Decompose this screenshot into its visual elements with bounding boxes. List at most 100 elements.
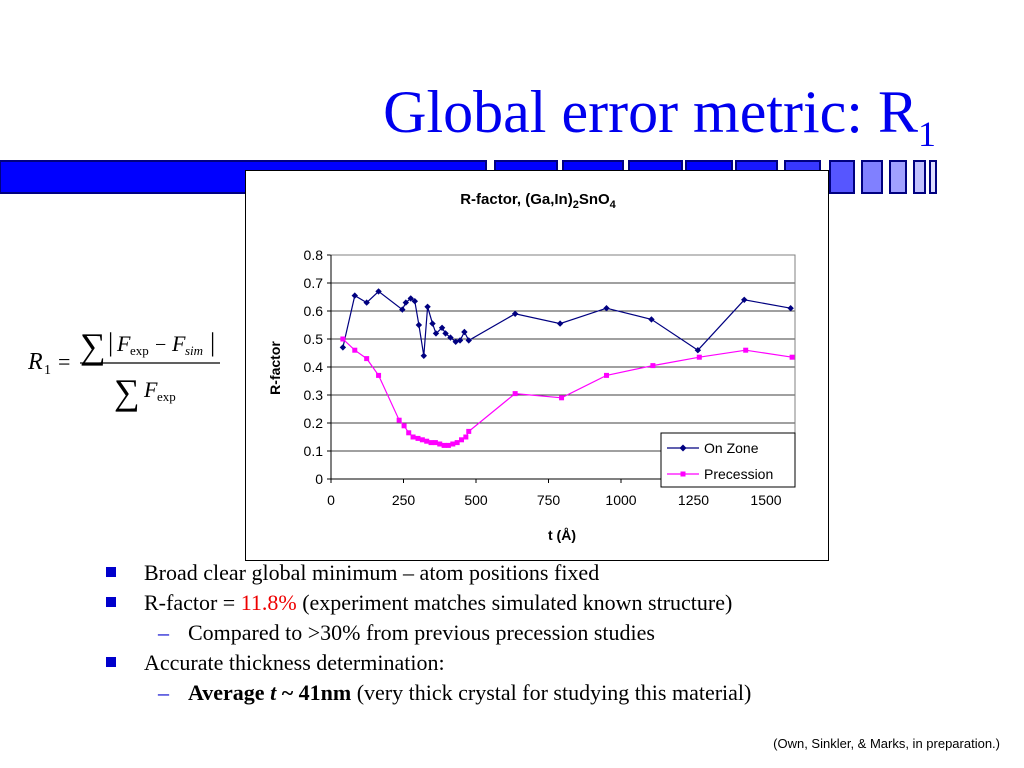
formula-exp-sub-bottom: exp (157, 389, 176, 404)
data-point-on-zone (415, 321, 423, 329)
dash-bullet-icon: – (158, 620, 169, 645)
bullet-square-icon (106, 657, 116, 667)
formula-f-exp-top: F (116, 331, 131, 356)
data-point-precession (459, 437, 464, 443)
data-point-on-zone (787, 305, 794, 312)
data-point-on-zone (648, 316, 655, 323)
y-tick-label: 0 (315, 471, 323, 487)
data-point-on-zone (402, 299, 410, 306)
sub-bullet-item: – Average t ~ 41nm (very thick crystal f… (106, 679, 1006, 709)
data-point-on-zone (694, 347, 702, 354)
data-point-on-zone (407, 295, 414, 302)
thickness-bold-suffix: ~ 41nm (276, 680, 352, 705)
data-point-precession (424, 438, 430, 444)
data-point-precession (396, 417, 402, 423)
y-tick-label: 0.5 (304, 331, 324, 347)
data-point-precession (743, 347, 749, 353)
x-tick-label: 500 (464, 492, 488, 508)
formula-r-subscript: 1 (44, 363, 51, 378)
data-point-precession (437, 441, 443, 447)
data-point-on-zone (461, 328, 468, 336)
y-tick-label: 0.1 (304, 443, 324, 459)
sub-bullet-item: – Compared to >30% from previous precess… (106, 619, 1006, 649)
x-tick-label: 1250 (678, 492, 709, 508)
data-point-precession (604, 372, 609, 378)
series-line-on-zone (342, 290, 791, 356)
formula-abs-left: | (108, 328, 113, 357)
data-point-on-zone (442, 330, 449, 337)
data-point-on-zone (556, 320, 564, 327)
bullet-item: Accurate thickness determination: (106, 649, 1006, 679)
data-point-on-zone (420, 352, 427, 359)
data-point-precession (340, 336, 346, 342)
chart-frame: R-factor, (Ga,In)2SnO4 0 0.1 0.2 0.3 0.4 0.5 0… (245, 170, 829, 561)
bullet-square-icon (106, 567, 116, 577)
data-point-precession (364, 356, 370, 362)
data-point-on-zone (363, 299, 370, 306)
data-point-precession (352, 347, 358, 353)
formula-r-symbol: R (28, 349, 43, 375)
y-tick-label: 0.2 (304, 415, 324, 431)
formula-sim-sub: sim (185, 343, 203, 358)
y-tick-label: 0.3 (304, 387, 324, 403)
data-point-precession (432, 440, 438, 446)
slide-title-main: Global error metric: R (383, 79, 918, 145)
chart-title-mid: SnO (579, 191, 610, 208)
legend-marker-on-zone (679, 444, 687, 452)
data-point-precession (376, 372, 382, 378)
formula-equals: = (58, 349, 70, 374)
y-tick-label: 0.6 (304, 303, 324, 319)
data-point-precession (401, 423, 407, 429)
data-point-precession (410, 434, 416, 440)
thickness-variable: t (270, 680, 277, 705)
x-tick-label: 750 (537, 492, 561, 508)
legend-marker-precession (680, 471, 686, 477)
data-point-precession (512, 391, 518, 397)
y-tick-label: 0.4 (304, 359, 324, 375)
bullet-text: Broad clear global minimum – atom positi… (144, 560, 600, 585)
y-axis-label: R-factor (267, 341, 283, 395)
chart-legend: On Zone Precession (660, 432, 796, 488)
data-point-on-zone (339, 344, 347, 351)
r-factor-value: 11.8% (240, 590, 297, 615)
formula-exp-sub-top: exp (130, 343, 149, 358)
bullet-text-suffix: (experiment matches simulated known stru… (296, 590, 733, 615)
bullet-text: Accurate thickness determination: (144, 650, 445, 675)
dash-bullet-icon: – (158, 680, 169, 705)
thickness-bold-prefix: Average (188, 680, 271, 705)
data-point-precession (463, 434, 469, 440)
x-tick-label: 1500 (750, 492, 781, 508)
legend-label-on-zone: On Zone (704, 440, 759, 456)
data-point-precession (454, 440, 460, 446)
r1-formula: R 1 = ∑ | F exp − F sim | ∑ F exp (28, 326, 220, 412)
chart-title-sub2: 4 (610, 199, 617, 211)
y-tick-label: 0.7 (304, 275, 324, 291)
legend-box (660, 432, 796, 488)
formula-sum-bottom: ∑ (114, 372, 140, 412)
data-point-on-zone (424, 303, 431, 310)
data-point-precession (419, 437, 425, 443)
legend-label-precession: Precession (704, 466, 773, 482)
chart-title-sub1: 2 (573, 199, 579, 211)
x-tick-label: 0 (327, 492, 335, 508)
data-point-precession (789, 354, 795, 360)
slide-title: Global error metric: R1 (383, 78, 936, 155)
formula-sum-top: ∑ (80, 326, 106, 366)
data-point-precession (650, 363, 656, 369)
x-tick-label: 250 (392, 492, 416, 508)
data-point-on-zone (511, 310, 519, 317)
y-tick-label: 0.8 (304, 247, 324, 263)
data-point-on-zone (351, 292, 358, 299)
formula-minus: − (155, 334, 166, 356)
chart-title-main: R-factor, (Ga,In) (460, 191, 573, 208)
data-point-on-zone (438, 324, 446, 331)
data-point-on-zone (456, 337, 464, 344)
chart-title: R-factor, (Ga,In)2SnO4 (460, 191, 616, 211)
x-axis-label: t (Å) (548, 527, 576, 543)
data-point-precession (445, 442, 451, 448)
x-tick-label: 1000 (605, 492, 636, 508)
data-point-precession (559, 395, 565, 401)
chart-svg: R-factor, (Ga,In)2SnO4 0 0.1 0.2 0.3 0.4 0.5 0… (267, 191, 796, 543)
bullet-list: Broad clear global minimum – atom positi… (106, 559, 1006, 709)
formula-f-sim: F (171, 331, 186, 356)
